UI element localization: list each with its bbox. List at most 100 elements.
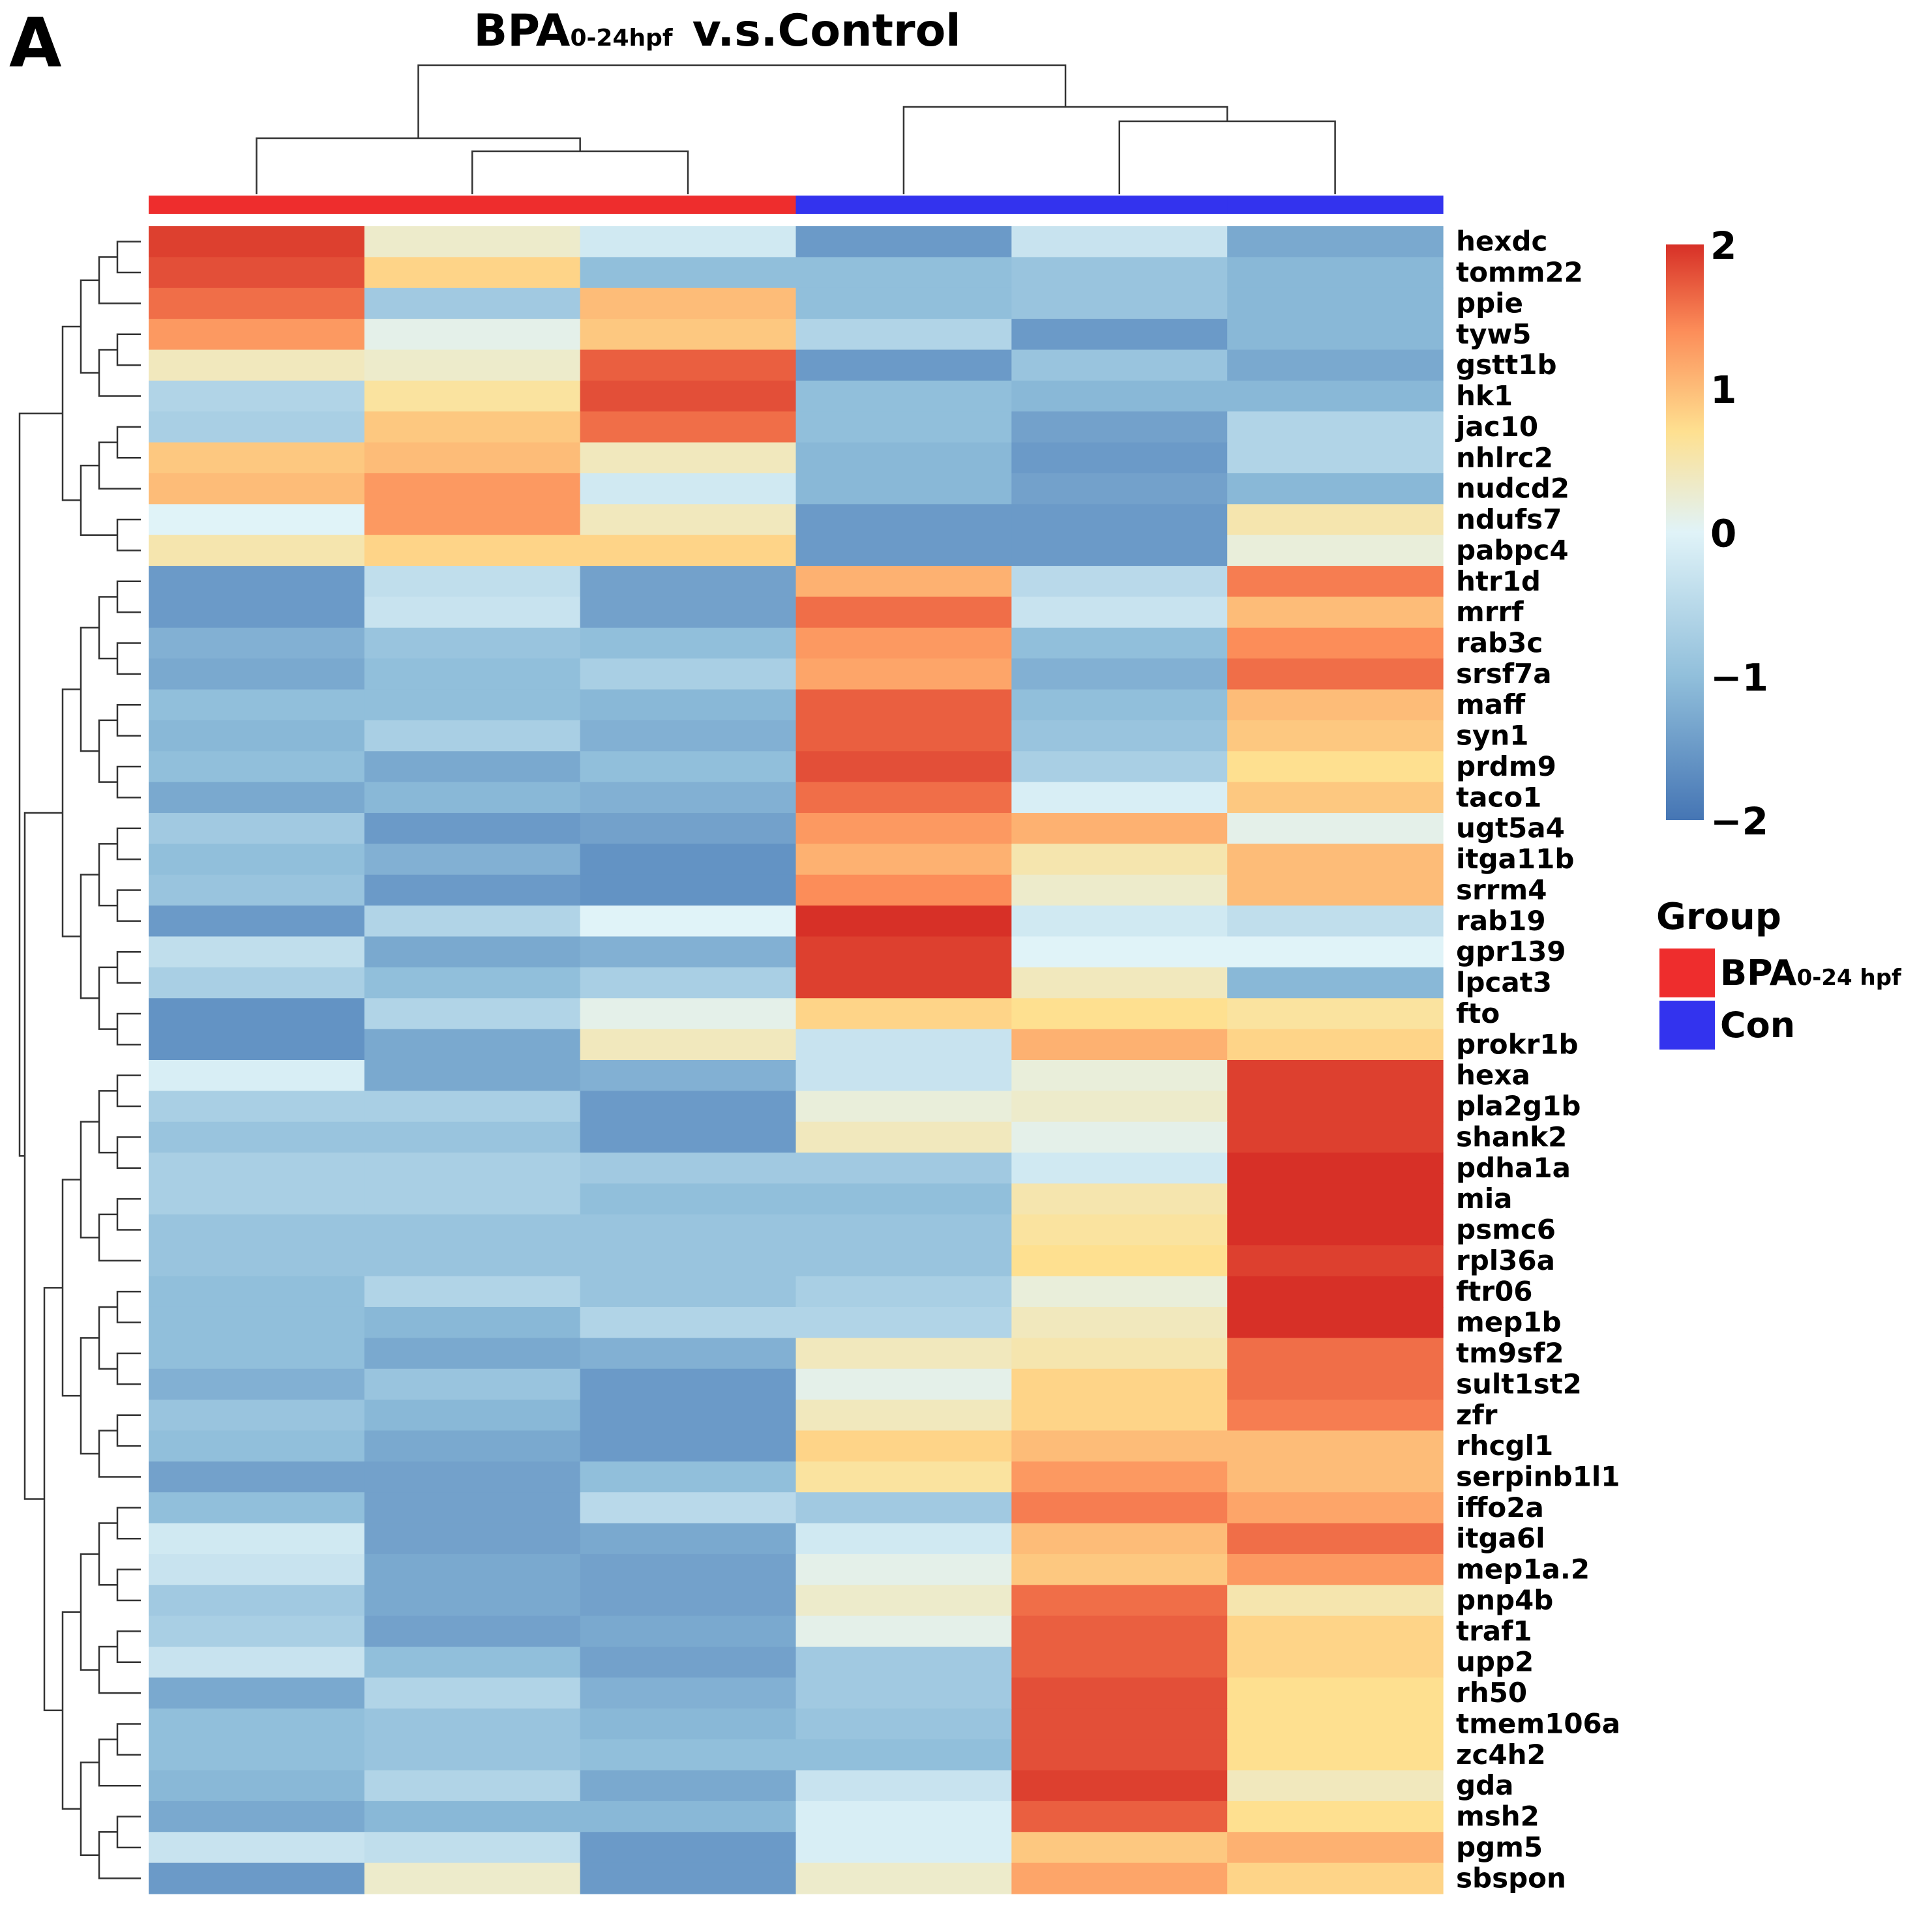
heatmap-cell-pabpc4-4: [795, 535, 1012, 566]
heatmap-cell-sbspon-4: [795, 1862, 1012, 1894]
heatmap-cell-tmem106a-6: [1227, 1708, 1444, 1740]
heatmap-cell-nhlrc2-2: [364, 442, 581, 474]
heatmap-cell-syn1-5: [1011, 720, 1228, 752]
heatmap-cell-pdha1a-1: [149, 1153, 365, 1184]
group-legend-label-subscript: 0-24 hpf: [1797, 965, 1902, 991]
heatmap-cell-zc4h2-5: [1011, 1739, 1228, 1771]
heatmap-cell-traf1-3: [580, 1615, 797, 1647]
heatmap-cell-rhcgl1-5: [1011, 1430, 1228, 1462]
heatmap-cell-tmem106a-3: [580, 1708, 797, 1740]
heatmap-cell-htr1d-3: [580, 566, 797, 598]
heatmap-cell-ftr06-4: [795, 1276, 1012, 1308]
heatmap-cell-fto-2: [364, 998, 581, 1030]
heatmap-cell-gpr139-3: [580, 936, 797, 968]
row-dendrogram-link: [116, 1012, 141, 1046]
heatmap-cell-sbspon-1: [149, 1862, 365, 1894]
column-dendrogram: [256, 64, 1336, 194]
color-scale-tick-label: −1: [1710, 655, 1768, 699]
row-dendrogram-link: [116, 1198, 141, 1231]
heatmap-cell-hk1-2: [364, 380, 581, 412]
heatmap-cell-ppie-4: [795, 287, 1012, 319]
heatmap-cell-fto-6: [1227, 998, 1444, 1030]
heatmap-cell-maff-6: [1227, 689, 1444, 721]
heatmap-cell-iffo2a-5: [1011, 1492, 1228, 1524]
heatmap-cell-tmem106a-1: [149, 1708, 365, 1740]
heatmap-cell-sult1st2-1: [149, 1368, 365, 1400]
heatmap-cell-pdha1a-6: [1227, 1153, 1444, 1184]
heatmap-cell-nhlrc2-4: [795, 442, 1012, 474]
row-label-pdha1a: pdha1a: [1456, 1152, 1571, 1184]
row-dendrogram-link: [61, 325, 81, 501]
heatmap-cell-taco1-6: [1227, 782, 1444, 814]
chart-title-main: BPA: [473, 5, 570, 57]
row-dendrogram-link: [98, 1738, 141, 1787]
heatmap-cell-hk1-4: [795, 380, 1012, 412]
heatmap-cell-prokr1b-2: [364, 1029, 581, 1061]
row-dendrogram-link: [80, 874, 99, 999]
heatmap-cell-pgm5-4: [795, 1832, 1012, 1864]
heatmap-cell-lpcat3-6: [1227, 967, 1444, 999]
row-label-msh2: msh2: [1456, 1801, 1539, 1832]
row-dendrogram-root: [18, 412, 63, 1157]
heatmap-cell-hexa-3: [580, 1060, 797, 1091]
heatmap-cell-rh50-4: [795, 1677, 1012, 1709]
heatmap-cell-serpinb1l1-5: [1011, 1461, 1228, 1493]
heatmap-cell-pdha1a-2: [364, 1153, 581, 1184]
heatmap-cell-psmc6-2: [364, 1214, 581, 1246]
heatmap-cell-msh2-3: [580, 1801, 797, 1832]
heatmap-cell-taco1-4: [795, 782, 1012, 814]
row-label-gpr139: gpr139: [1456, 935, 1566, 967]
group-bar-segment-6: [1227, 196, 1444, 214]
heatmap-cell-nudcd2-2: [364, 473, 581, 505]
group-bar-segment-3: [580, 196, 797, 214]
heatmap-cell-tmem106a-5: [1011, 1708, 1228, 1740]
heatmap-cell-iffo2a-1: [149, 1492, 365, 1524]
row-label-itga6l: itga6l: [1456, 1522, 1545, 1554]
heatmap-cell-serpinb1l1-1: [149, 1461, 365, 1493]
heatmap-cell-hexdc-5: [1011, 226, 1228, 257]
heatmap-cell-tomm22-6: [1227, 257, 1444, 289]
heatmap-cell-sbspon-3: [580, 1862, 797, 1894]
heatmap-cell-gda-3: [580, 1770, 797, 1802]
heatmap-cell-pla2g1b-4: [795, 1091, 1012, 1123]
heatmap-cell-ppie-5: [1011, 287, 1228, 319]
row-dendrogram-link: [98, 719, 117, 783]
heatmap-cell-fto-1: [149, 998, 365, 1030]
heatmap-cell-srsf7a-3: [580, 658, 797, 690]
heatmap-cell-pnp4b-2: [364, 1585, 581, 1617]
heatmap-cell-fto-5: [1011, 998, 1228, 1030]
column-dendrogram-link: [471, 150, 689, 194]
heatmap-cell-gpr139-5: [1011, 936, 1228, 968]
heatmap-cell-gstt1b-2: [364, 349, 581, 381]
row-dendrogram-link: [98, 1522, 117, 1586]
row-label-tomm22: tomm22: [1456, 256, 1583, 288]
heatmap-cell-serpinb1l1-6: [1227, 1461, 1444, 1493]
row-label-pnp4b: pnp4b: [1456, 1584, 1553, 1616]
heatmap-cell-sbspon-6: [1227, 1862, 1444, 1894]
group-legend-swatch-con: [1659, 1001, 1715, 1050]
heatmap-cell-pla2g1b-5: [1011, 1091, 1228, 1123]
heatmap-cell-ppie-2: [364, 287, 581, 319]
heatmap-cell-mep1b-2: [364, 1306, 581, 1338]
heatmap-cell-htr1d-5: [1011, 566, 1228, 598]
heatmap-cell-pnp4b-6: [1227, 1585, 1444, 1617]
heatmap-cell-sult1st2-3: [580, 1368, 797, 1400]
heatmap-cell-ftr06-1: [149, 1276, 365, 1308]
heatmap-cell-rab19-6: [1227, 905, 1444, 937]
heatmap-cell-ndufs7-6: [1227, 504, 1444, 536]
row-label-rab3c: rab3c: [1456, 627, 1543, 659]
row-label-gstt1b: gstt1b: [1456, 349, 1557, 381]
heatmap-cell-pnp4b-1: [149, 1585, 365, 1617]
row-label-syn1: syn1: [1456, 720, 1529, 752]
heatmap-cell-itga6l-4: [795, 1523, 1012, 1555]
row-dendrogram-link: [98, 1430, 141, 1478]
heatmap-cell-hexdc-3: [580, 226, 797, 257]
row-label-hk1: hk1: [1456, 380, 1513, 412]
heatmap-cell-nudcd2-1: [149, 473, 365, 505]
heatmap-cell-hexa-1: [149, 1060, 365, 1091]
heatmap-cell-nudcd2-5: [1011, 473, 1228, 505]
heatmap-cell-srrm4-6: [1227, 874, 1444, 906]
heatmap-cell-shank2-3: [580, 1121, 797, 1153]
heatmap-cell-srrm4-1: [149, 874, 365, 906]
